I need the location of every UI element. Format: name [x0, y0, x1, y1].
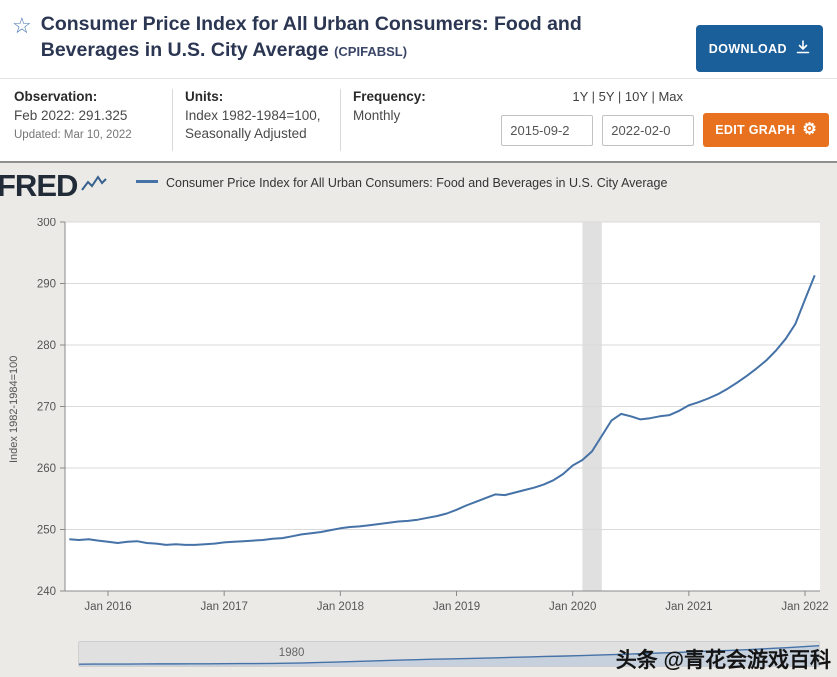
- y-tick-label: 240: [37, 586, 56, 598]
- observation-value: Feb 2022: 291.325: [14, 108, 128, 123]
- frequency-block: Frequency: Monthly: [340, 89, 450, 151]
- watermark: 头条 @青花会游戏百科: [615, 649, 831, 672]
- x-tick-label: Jan 2016: [84, 601, 131, 613]
- y-tick-label: 260: [37, 463, 56, 475]
- series-id: (CPIFABSL): [334, 43, 408, 59]
- favorite-star-icon[interactable]: ☆: [12, 13, 32, 38]
- y-tick-label: 290: [37, 279, 56, 291]
- download-button[interactable]: DOWNLOAD: [695, 25, 823, 72]
- units-label: Units:: [185, 89, 224, 104]
- fred-sparkline-icon: [81, 174, 108, 199]
- range-5y[interactable]: 5Y: [598, 89, 615, 104]
- y-tick-label: 300: [37, 218, 56, 229]
- range-1y[interactable]: 1Y: [572, 89, 589, 104]
- observation-block: Observation: Feb 2022: 291.325 Updated: …: [14, 89, 172, 151]
- chart-legend: Consumer Price Index for All Urban Consu…: [136, 174, 667, 193]
- range-10y[interactable]: 10Y: [624, 89, 648, 104]
- download-button-label: DOWNLOAD: [708, 41, 787, 56]
- x-tick-label: Jan 2020: [549, 601, 596, 613]
- units-block: Units: Index 1982-1984=100, Seasonally A…: [172, 89, 340, 151]
- download-icon: [796, 40, 810, 57]
- frequency-value: Monthly: [353, 108, 401, 123]
- y-tick-label: 280: [37, 340, 56, 352]
- y-tick-label: 270: [37, 402, 56, 414]
- graph-controls: 1Y | 5Y | 10Y | Max EDIT GRAPH ⚙: [501, 89, 837, 151]
- legend-line-key: [136, 180, 158, 183]
- frequency-label: Frequency:: [353, 89, 426, 104]
- range-selector: 1Y | 5Y | 10Y | Max: [572, 89, 683, 104]
- edit-graph-button[interactable]: EDIT GRAPH ⚙: [703, 113, 829, 147]
- minimap-line: [79, 645, 819, 665]
- x-tick-label: Jan 2018: [317, 601, 364, 613]
- plot-area[interactable]: 240 250 260 270 280 290 300 Jan 2016 Jan 2017 Jan…: [0, 218, 837, 618]
- header: ☆ Consumer Price Index for All Urban Con…: [0, 0, 837, 78]
- end-date-input[interactable]: [602, 114, 695, 146]
- minimap-year-label: 1980: [278, 647, 305, 659]
- observation-label: Observation:: [14, 89, 98, 104]
- graph-section: FRED Consumer Price Index for All Urban …: [0, 161, 837, 677]
- range-slider-minimap[interactable]: 1980: [78, 641, 820, 667]
- x-tick-label: Jan 2017: [201, 601, 248, 613]
- fred-logo-text: FRED: [0, 168, 78, 203]
- gear-icon: ⚙: [802, 121, 817, 138]
- fred-logo-link[interactable]: FRED: [0, 168, 108, 204]
- series-title: Consumer Price Index for All Urban Consu…: [40, 13, 582, 61]
- y-tick-label: 250: [37, 525, 56, 537]
- start-date-input[interactable]: [501, 114, 594, 146]
- units-value-line2: Seasonally Adjusted: [185, 126, 307, 142]
- minimap-area: [79, 645, 819, 666]
- legend-label: Consumer Price Index for All Urban Consu…: [166, 176, 668, 190]
- observation-updated: Updated: Mar 10, 2022: [14, 129, 132, 142]
- x-tick-label: Jan 2021: [665, 601, 712, 613]
- info-bar: Observation: Feb 2022: 291.325 Updated: …: [0, 78, 837, 161]
- page-title: Consumer Price Index for All Urban Consu…: [41, 12, 684, 72]
- range-max[interactable]: Max: [658, 89, 683, 104]
- minimap-chart: [79, 645, 819, 666]
- x-tick-label: Jan 2022: [781, 601, 828, 613]
- cpi-series-line: [69, 275, 816, 546]
- x-tick-label: Jan 2019: [433, 601, 480, 613]
- units-value-line1: Index 1982-1984=100,: [185, 108, 321, 123]
- edit-graph-label: EDIT GRAPH: [715, 123, 796, 137]
